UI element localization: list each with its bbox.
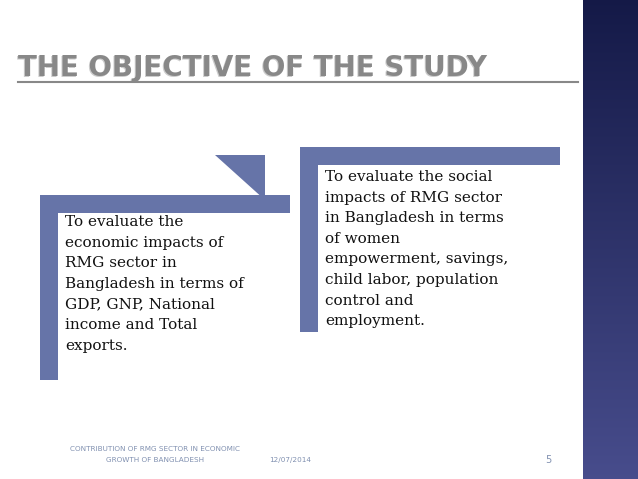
Bar <box>40 195 58 380</box>
Text: CONTRIBUTION OF RMG SECTOR IN ECONOMIC: CONTRIBUTION OF RMG SECTOR IN ECONOMIC <box>70 446 240 452</box>
Polygon shape <box>215 155 265 200</box>
Text: To evaluate the social
impacts of RMG sector
in Bangladesh in terms
of women
emp: To evaluate the social impacts of RMG se… <box>325 170 508 328</box>
Text: THE OBJECTIVE OF THE STUDY: THE OBJECTIVE OF THE STUDY <box>19 53 488 81</box>
Bar <box>300 147 318 332</box>
Text: 5: 5 <box>545 455 551 465</box>
Bar <box>300 147 560 165</box>
Text: 12/07/2014: 12/07/2014 <box>269 457 311 463</box>
Text: To evaluate the
economic impacts of
RMG sector in
Bangladesh in terms of
GDP, GN: To evaluate the economic impacts of RMG … <box>65 215 244 353</box>
Text: GROWTH OF BANGLADESH: GROWTH OF BANGLADESH <box>106 457 204 463</box>
Text: THE OBJECTIVE OF THE STUDY: THE OBJECTIVE OF THE STUDY <box>17 55 486 83</box>
Bar <box>40 195 290 213</box>
Text: THE OBJECTIVE OF THE STUDY: THE OBJECTIVE OF THE STUDY <box>18 54 487 82</box>
